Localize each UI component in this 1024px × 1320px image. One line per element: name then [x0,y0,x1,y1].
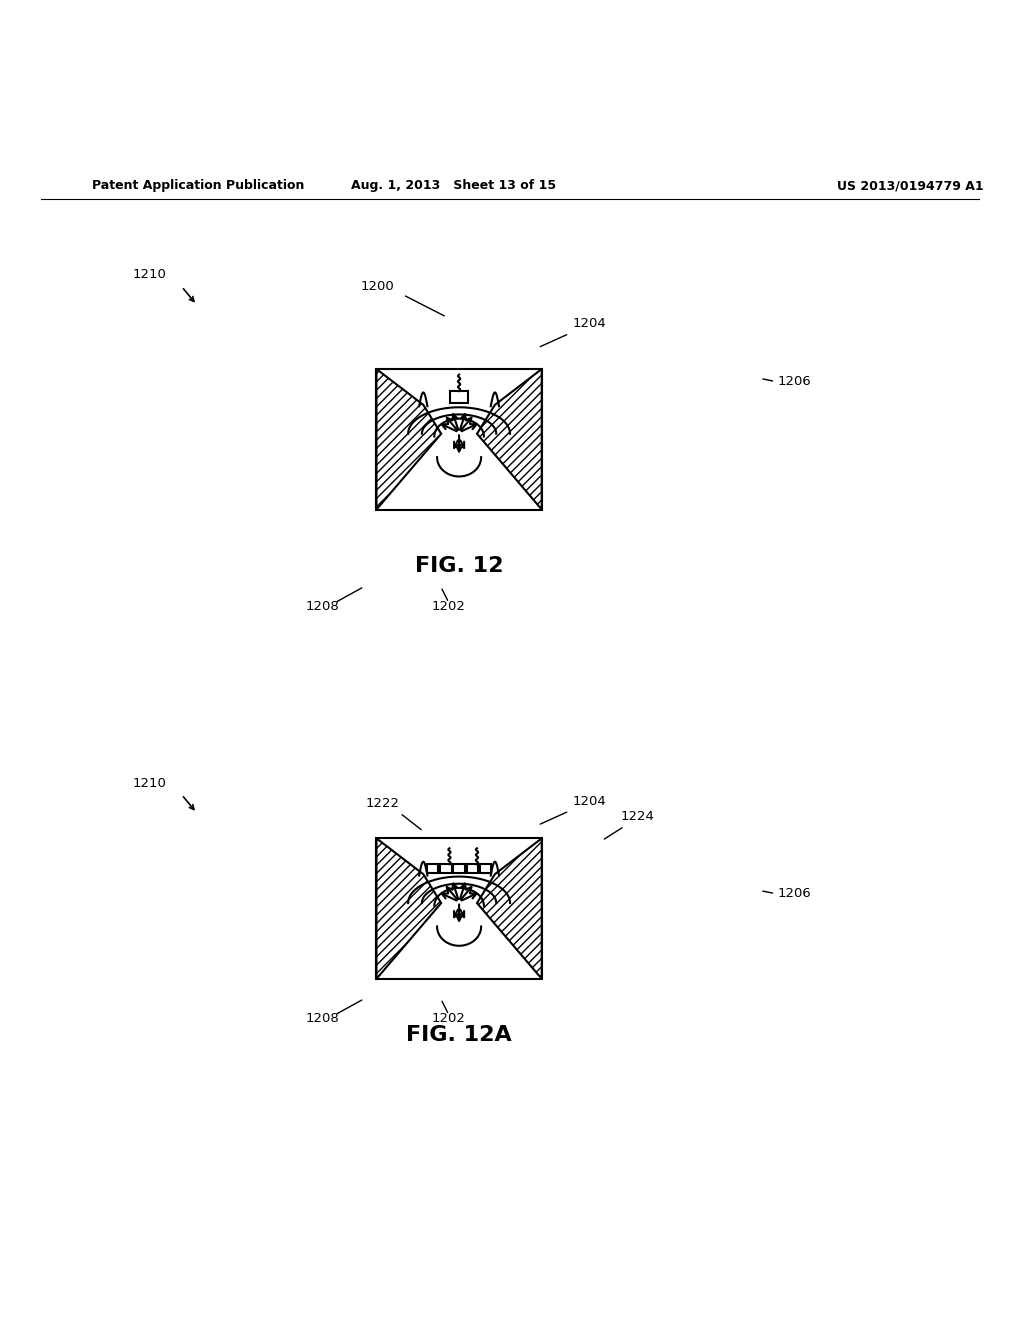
Text: 1210: 1210 [133,776,167,789]
Text: FIG. 12A: FIG. 12A [407,1024,512,1045]
Polygon shape [477,838,542,979]
Bar [377,370,542,510]
Bar [451,391,468,403]
Bar [427,865,438,874]
Polygon shape [377,838,441,979]
Text: 1210: 1210 [133,268,167,281]
Text: Patent Application Publication: Patent Application Publication [92,180,304,193]
Text: 1202: 1202 [432,601,466,612]
Text: 1204: 1204 [572,317,606,330]
Bar [377,838,542,979]
Text: 1204: 1204 [572,795,606,808]
Text: FIG. 12: FIG. 12 [415,556,504,576]
Polygon shape [377,370,441,510]
Text: 1200: 1200 [360,280,394,293]
Text: 1222: 1222 [366,797,399,810]
Text: 1224: 1224 [621,810,654,824]
Text: US 2013/0194779 A1: US 2013/0194779 A1 [837,180,983,193]
Polygon shape [477,370,542,510]
Text: 1208: 1208 [305,1012,339,1026]
Bar [480,865,492,874]
Text: Aug. 1, 2013   Sheet 13 of 15: Aug. 1, 2013 Sheet 13 of 15 [351,180,557,193]
Text: 1206: 1206 [777,887,811,900]
Text: 1206: 1206 [777,375,811,388]
Text: 1208: 1208 [305,601,339,612]
Text: 1202: 1202 [432,1012,466,1026]
Bar [467,865,478,874]
Bar [440,865,452,874]
Bar [454,865,465,874]
